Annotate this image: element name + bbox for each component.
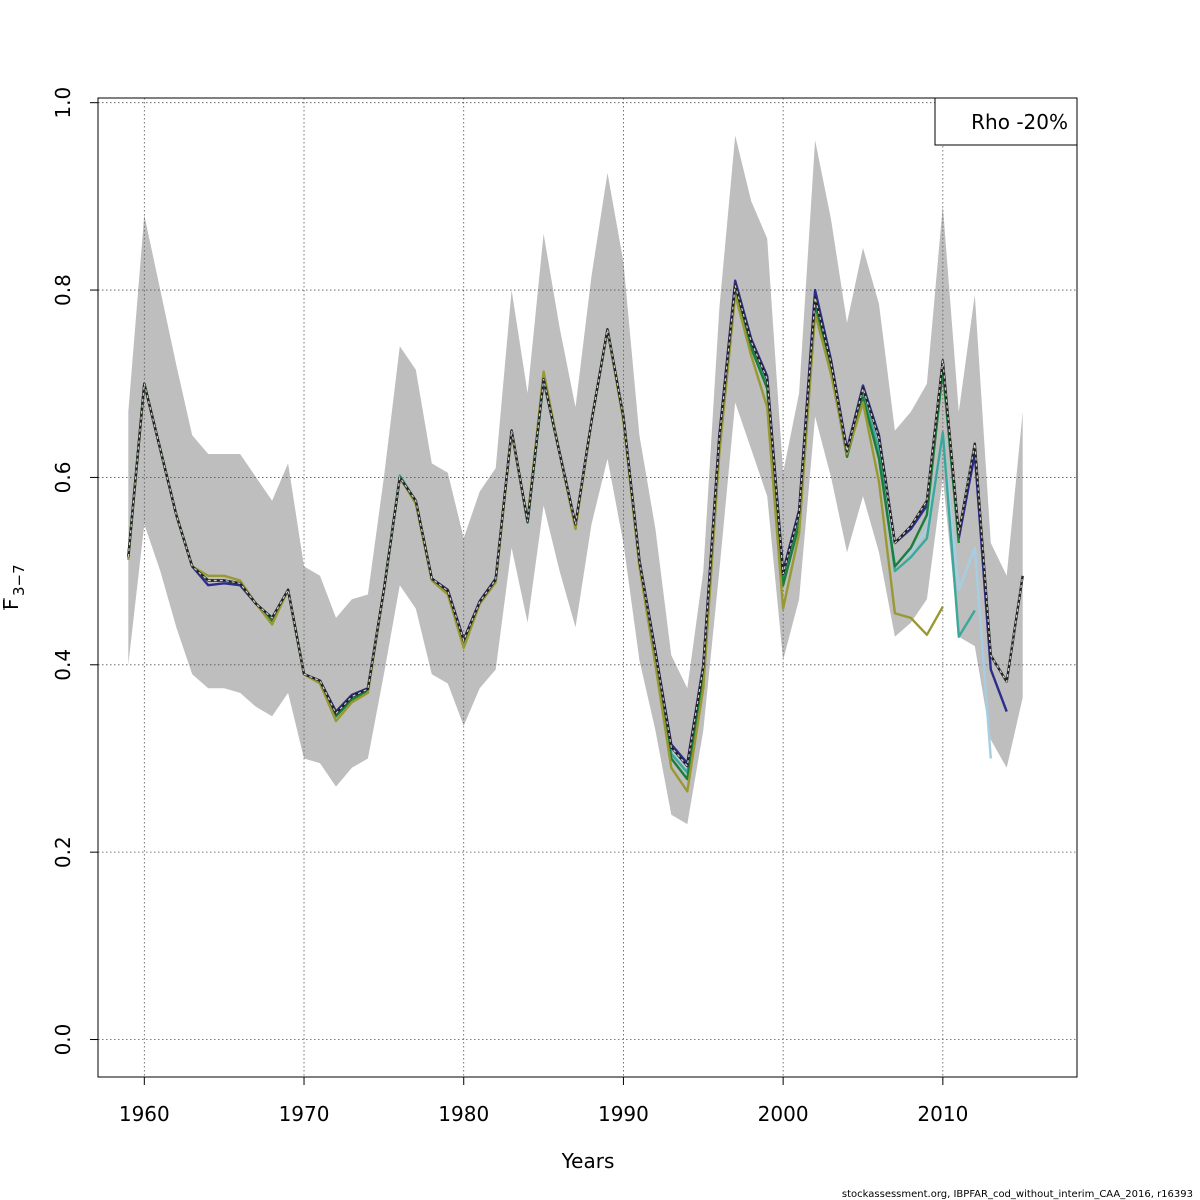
x-tick-label-2010: 2010 (917, 1102, 968, 1126)
legend-box (934, 97, 1078, 146)
x-axis: 1960 1970 1980 1990 2000 2010 (119, 1076, 968, 1126)
x-tick-label-1960: 1960 (119, 1102, 170, 1126)
confidence-band-layer (128, 135, 1023, 825)
legend: Rho -20% (934, 97, 1078, 146)
y-tick-label-5: 1.0 (51, 87, 75, 119)
y-tick-label-3: 0.6 (51, 462, 75, 494)
x-tick-label-1990: 1990 (598, 1102, 649, 1126)
source-credit: stockassessment.org, IBPFAR_cod_without_… (842, 1189, 1193, 1200)
y-axis-title-subscript: 3−7 (10, 564, 28, 596)
series-layer (127, 279, 1024, 793)
x-tick-label-1970: 1970 (279, 1102, 330, 1126)
y-tick-label-0: 0.0 (51, 1024, 75, 1056)
grid-layer (98, 98, 1077, 1077)
y-axis: 0.0 0.2 0.4 0.6 0.8 1.0 (51, 87, 99, 1056)
y-axis-title-main: F (0, 598, 23, 610)
series-line-6 (127, 285, 1024, 768)
x-tick-label-1980: 1980 (438, 1102, 489, 1126)
x-axis-title: Years (561, 1149, 615, 1173)
y-tick-label-4: 0.8 (51, 274, 75, 306)
y-tick-label-2: 0.4 (51, 649, 75, 681)
x-tick-label-2000: 2000 (758, 1102, 809, 1126)
y-axis-title: F 3−7 (0, 564, 28, 610)
legend-label: Rho -20% (971, 110, 1068, 134)
confidence-band (128, 135, 1023, 825)
y-tick-label-1: 0.2 (51, 836, 75, 868)
